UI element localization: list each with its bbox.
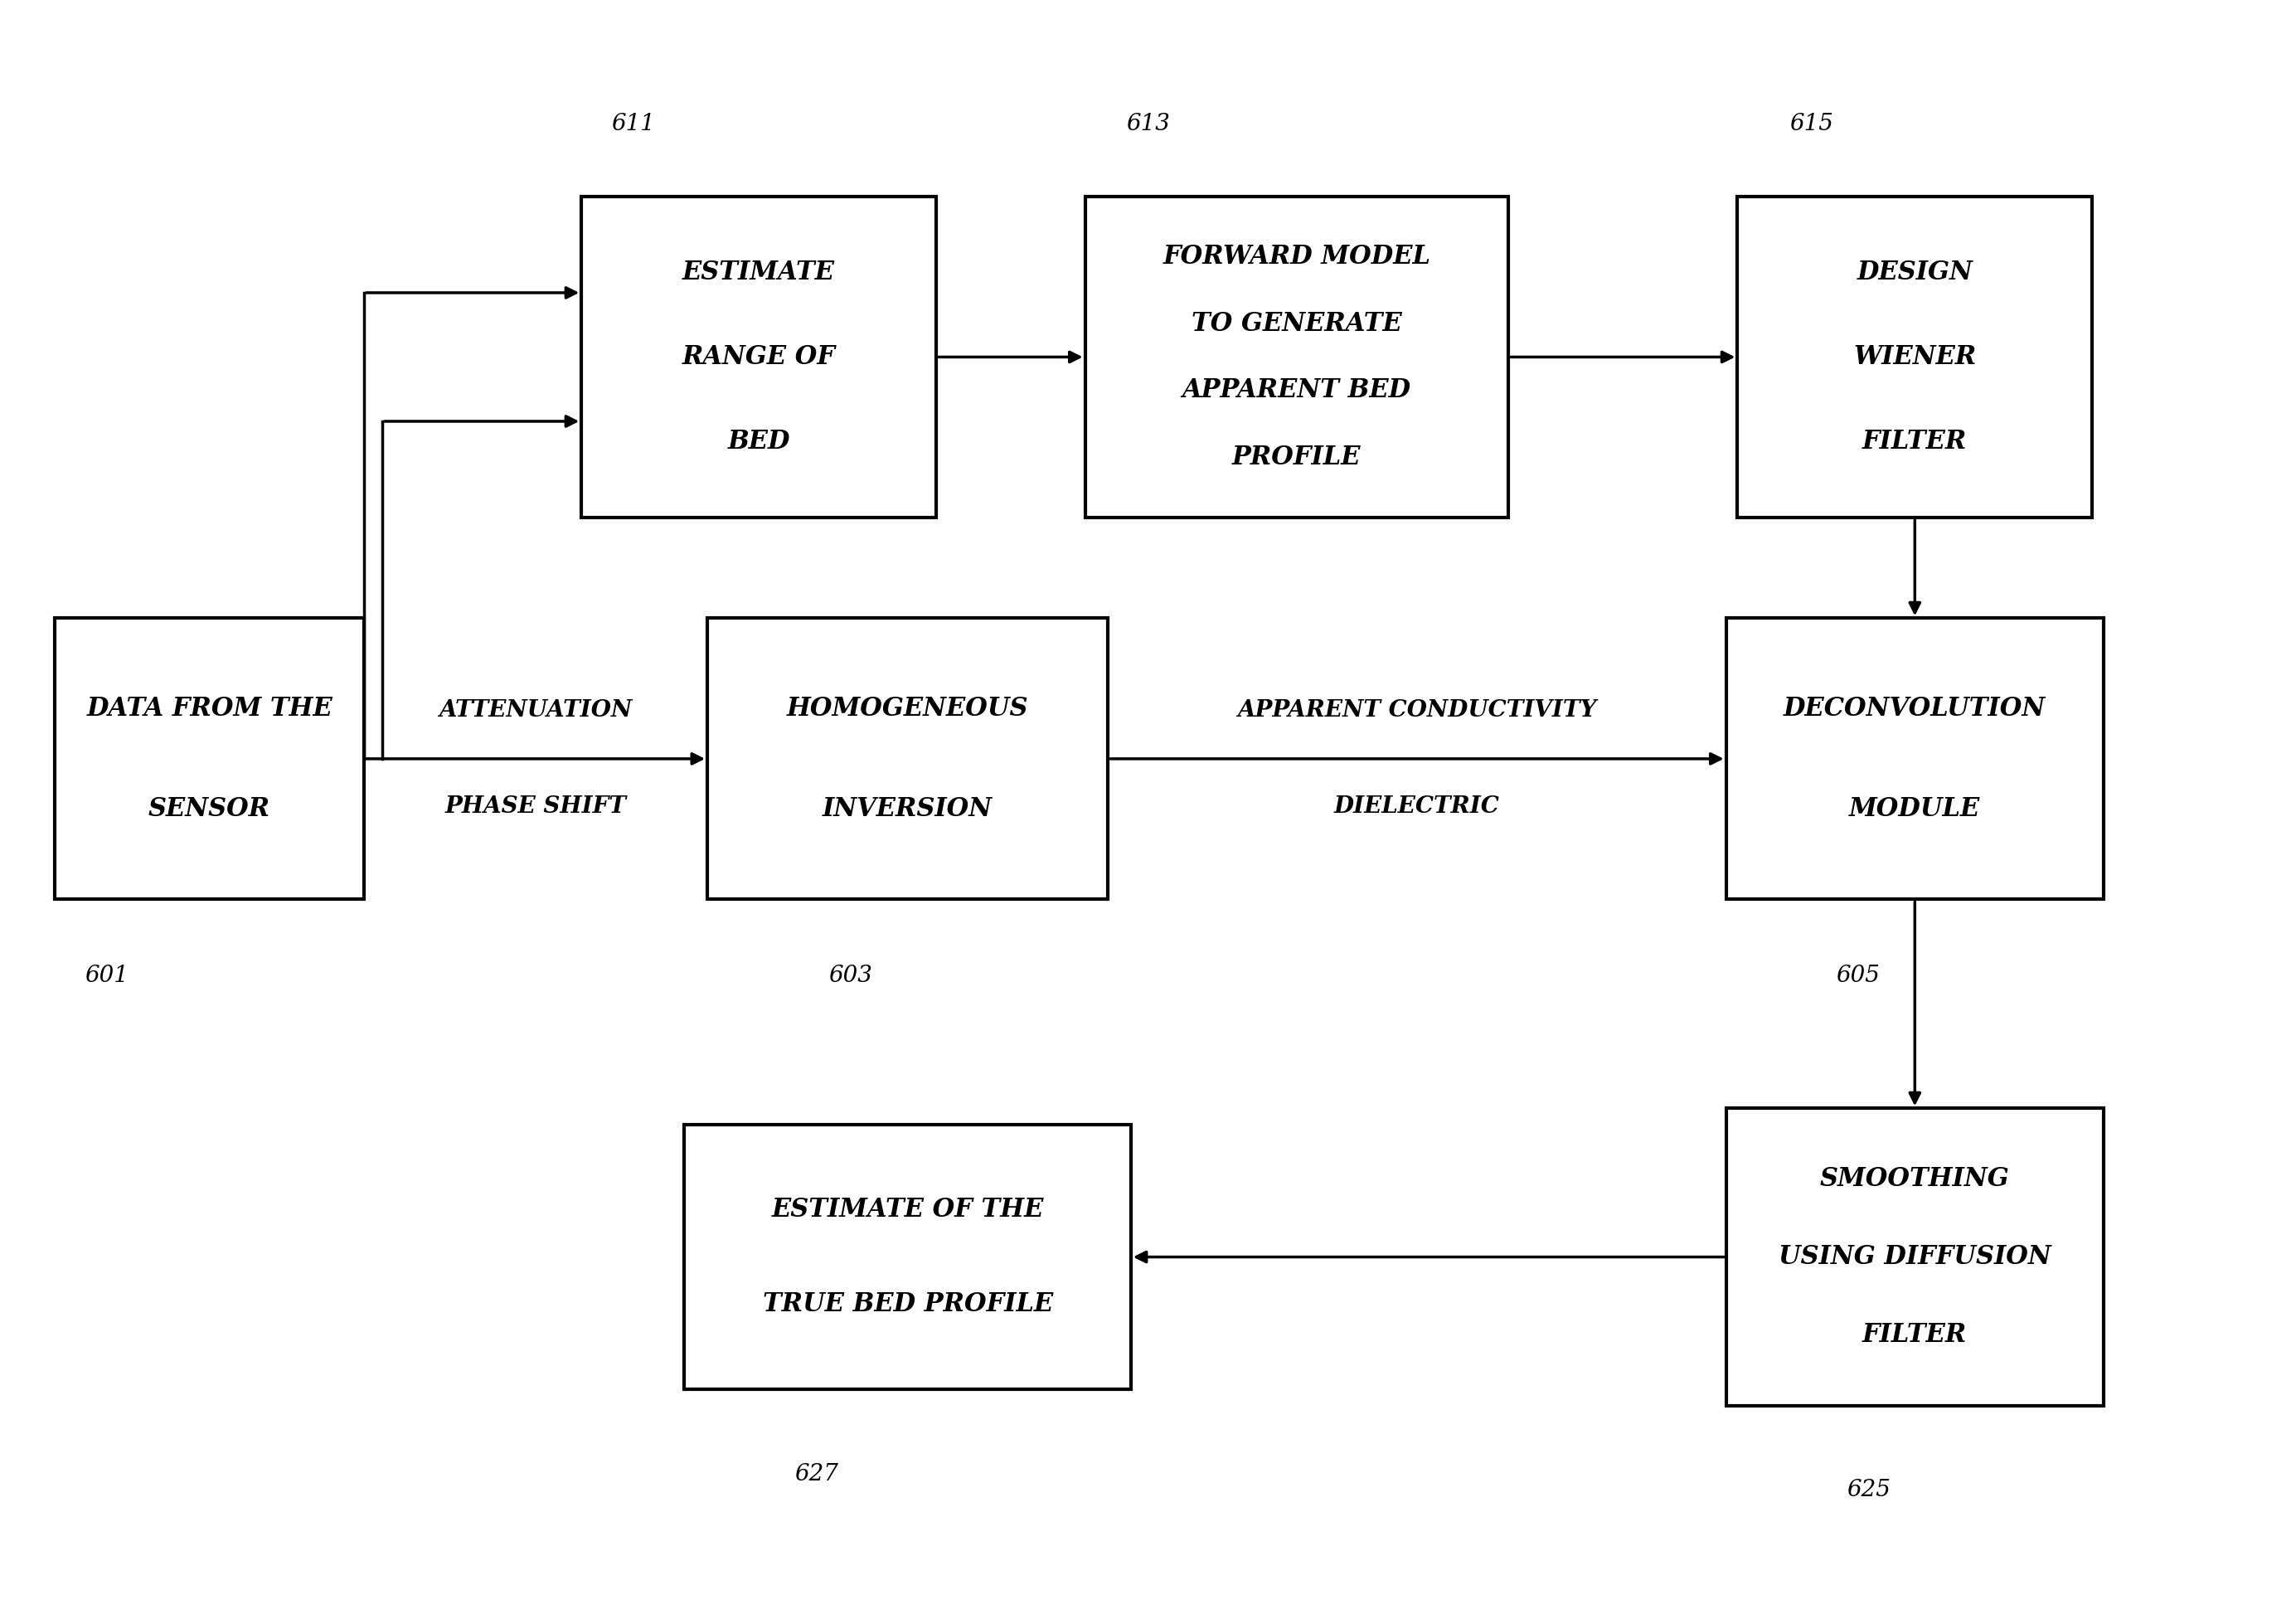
Text: TO GENERATE: TO GENERATE — [1192, 310, 1403, 336]
Text: APPARENT BED: APPARENT BED — [1182, 378, 1412, 404]
Bar — [707, 618, 1109, 899]
Text: MODULE: MODULE — [1848, 796, 1981, 822]
Text: 625: 625 — [1848, 1478, 1892, 1501]
Text: ATTENUATION: ATTENUATION — [439, 699, 631, 721]
Text: SENSOR: SENSOR — [149, 796, 271, 822]
Bar — [1727, 1109, 2103, 1406]
Bar — [1727, 618, 2103, 899]
Bar — [1086, 197, 1508, 518]
Text: HOMOGENEOUS: HOMOGENEOUS — [788, 696, 1029, 721]
Text: FILTER: FILTER — [1862, 1322, 1968, 1348]
Text: DECONVOLUTION: DECONVOLUTION — [1784, 696, 2046, 721]
Text: DESIGN: DESIGN — [1857, 260, 1972, 286]
Text: APPARENT CONDUCTIVITY: APPARENT CONDUCTIVITY — [1238, 699, 1596, 721]
Text: USING DIFFUSION: USING DIFFUSION — [1779, 1244, 2050, 1270]
Bar — [1738, 197, 2092, 518]
Bar — [684, 1125, 1132, 1390]
Bar — [55, 618, 365, 899]
Bar — [581, 197, 937, 518]
Text: DIELECTRIC: DIELECTRIC — [1334, 796, 1499, 818]
Text: WIENER: WIENER — [1853, 344, 1977, 370]
Text: FORWARD MODEL: FORWARD MODEL — [1162, 244, 1430, 270]
Text: 627: 627 — [794, 1462, 838, 1485]
Text: DATA FROM THE: DATA FROM THE — [87, 696, 333, 721]
Text: SMOOTHING: SMOOTHING — [1821, 1165, 2009, 1191]
Text: 605: 605 — [1837, 965, 1880, 986]
Text: PROFILE: PROFILE — [1233, 444, 1362, 470]
Text: FILTER: FILTER — [1862, 429, 1968, 455]
Text: ESTIMATE: ESTIMATE — [682, 260, 836, 286]
Text: 601: 601 — [85, 965, 129, 986]
Text: RANGE OF: RANGE OF — [682, 344, 836, 370]
Text: ESTIMATE OF THE: ESTIMATE OF THE — [771, 1196, 1045, 1222]
Text: BED: BED — [728, 429, 790, 455]
Text: 611: 611 — [611, 113, 654, 136]
Text: 615: 615 — [1791, 113, 1835, 136]
Text: 603: 603 — [829, 965, 872, 986]
Text: 613: 613 — [1125, 113, 1171, 136]
Text: PHASE SHIFT: PHASE SHIFT — [445, 796, 627, 818]
Text: INVERSION: INVERSION — [822, 796, 992, 822]
Text: TRUE BED PROFILE: TRUE BED PROFILE — [762, 1291, 1054, 1317]
